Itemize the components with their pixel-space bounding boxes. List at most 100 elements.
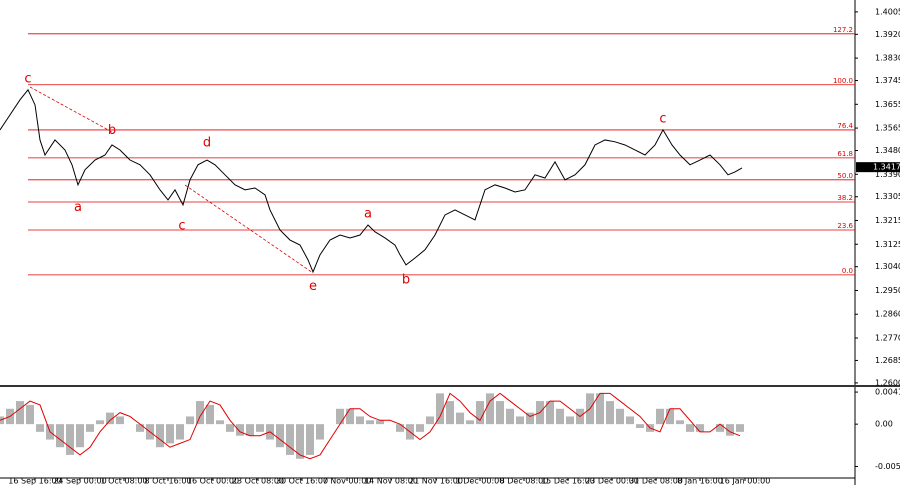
y-tick-label: 1.3390 [875,170,900,179]
fib-level-label: 61.8 [837,150,853,158]
macd-bar [306,424,314,455]
fib-level-label: 100.0 [833,77,853,85]
current-price-label: 1.3417 [873,163,900,172]
wave-label: c [24,72,31,87]
macd-bar [96,420,104,425]
y-tick-label: 0.00 [875,420,893,429]
macd-bar [736,424,744,432]
macd-bar [156,424,164,448]
y-tick-label: -0.0055 [875,462,900,471]
x-tick-label: 1 Oct 08:00 [100,477,147,485]
macd-bar [236,424,244,436]
wave-label: b [402,272,410,287]
macd-bar [606,401,614,425]
macd-bar [26,404,34,425]
y-tick-label: 1.2770 [875,333,900,342]
macd-bar [296,424,304,459]
macd-bar [436,393,444,425]
macd-bar [416,424,424,432]
macd-bar [636,424,644,428]
macd-bar [136,424,144,432]
macd-bar [36,424,44,432]
y-tick-label: 1.3830 [875,54,900,63]
macd-bar [716,424,724,432]
fib-level-label: 76.4 [837,122,853,130]
macd-bar [0,416,4,425]
y-tick-label: 1.3215 [875,216,900,225]
x-tick-label: 8 Dec 08:00 [500,477,549,485]
macd-bar [106,412,114,425]
wave-label: a [74,200,82,215]
macd-bar [486,393,494,425]
fib-level-label: 23.6 [837,222,853,230]
macd-bar [446,401,454,425]
macd-bar [176,424,184,440]
macd-bar [456,412,464,425]
wave-trendline [184,184,314,274]
x-tick-label: 23 Dec 00:00 [585,477,639,485]
y-tick-label: 1.3920 [875,30,900,39]
macd-bar [166,424,174,444]
macd-bar [16,401,24,425]
x-tick-label: 31 Dec 08:00 [629,477,683,485]
macd-bar [76,424,84,448]
y-tick-label: 1.3305 [875,192,900,201]
y-tick-label: 1.2950 [875,286,900,295]
x-tick-label: 21 Nov 16:00 [409,477,463,485]
macd-bar [466,420,474,425]
macd-bar [226,424,234,432]
x-tick-label: 16 Jan 00:00 [720,477,771,485]
macd-bar [626,416,634,425]
fib-level-label: 38.2 [837,194,853,202]
macd-bar [516,416,524,425]
macd-bar [286,424,294,455]
y-tick-label: 1.3655 [875,100,900,109]
macd-bar [546,401,554,425]
macd-bar [376,420,384,425]
macd-bar [616,408,624,425]
wave-label: a [364,206,372,221]
macd-bar [666,408,674,425]
macd-bar [336,408,344,425]
y-tick-label: 1.3565 [875,124,900,133]
wave-label: b [108,123,116,138]
x-tick-label: 14 Nov 08:00 [364,477,418,485]
macd-bar [366,420,374,425]
macd-bar [86,424,94,432]
wave-trendline [29,86,113,133]
macd-bar [116,416,124,425]
macd-bar [676,420,684,425]
wave-label: c [178,218,185,233]
x-tick-label: 7 Nov 00:00 [323,477,372,485]
macd-bar [566,416,574,425]
x-tick-label: 16 Sep 16:00 [8,477,61,485]
macd-bar [596,393,604,425]
macd-bar [276,424,284,448]
macd-bar [196,401,204,425]
macd-bar [726,424,734,436]
macd-bar [686,424,694,432]
wave-label: c [659,111,666,126]
macd-bar [246,424,254,436]
macd-bar [186,416,194,425]
macd-bar [696,424,704,432]
macd-bar [56,424,64,448]
macd-bar [396,424,404,432]
x-tick-label: 30 Oct 16:00 [276,477,328,485]
macd-bar [426,416,434,425]
x-tick-label: 23 Oct 08:00 [232,477,284,485]
y-tick-label: 1.2860 [875,310,900,319]
fib-level-label: 0.0 [842,267,853,275]
macd-bar [206,404,214,425]
x-tick-label: 8 Jan 16:00 [677,477,723,485]
x-tick-label: 15 Dec 16:00 [541,477,595,485]
macd-bar [476,401,484,425]
macd-bar [496,401,504,425]
macd-bar [656,408,664,425]
wave-label: e [309,279,317,294]
y-tick-label: 1.3480 [875,146,900,155]
macd-bar [256,424,264,432]
fib-level-label: 50.0 [837,172,853,180]
macd-bar [526,412,534,425]
